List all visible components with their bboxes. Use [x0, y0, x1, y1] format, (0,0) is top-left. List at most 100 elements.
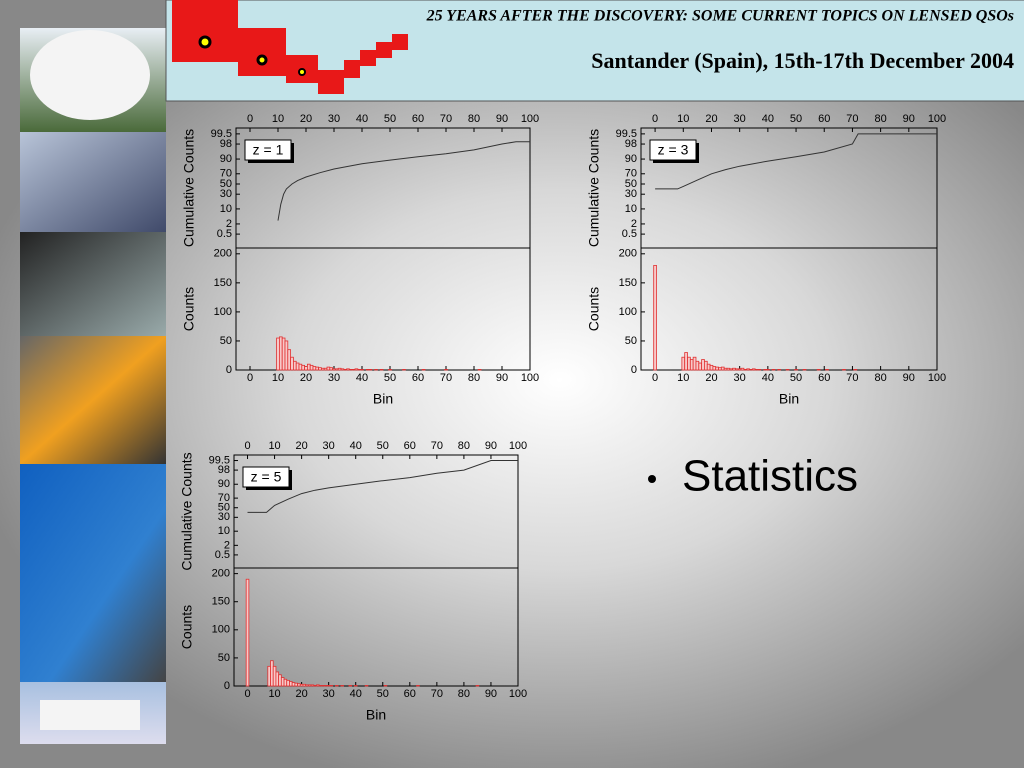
histogram-bar [335, 685, 339, 687]
annotation-box [244, 139, 292, 161]
histogram-bar [326, 685, 331, 687]
x-tick-label: 0 [652, 372, 658, 384]
histogram-bar [751, 368, 756, 371]
histogram-bar [295, 362, 300, 371]
y-tick-label: 98 [218, 464, 230, 476]
histogram-bar [785, 369, 790, 371]
histogram-bar [771, 369, 776, 371]
y-tick-label: 150 [214, 277, 232, 289]
x-tick-label: 60 [412, 372, 424, 384]
histogram-bar [729, 368, 734, 371]
chart-panel: 0 10 20 30 40 50 60 70 80 90 100 0 50 100 150 200 Counts… [181, 247, 539, 407]
histogram-bar [715, 366, 719, 371]
x-tick-label: 80 [458, 688, 470, 700]
annotation: z = 1 [253, 142, 284, 158]
histogram-bar [329, 685, 334, 687]
y-axis-label: Cumulative Counts [586, 129, 602, 247]
histogram-bar [416, 685, 420, 687]
histogram-bar [270, 660, 274, 687]
y-axis-label: Counts [179, 605, 195, 649]
histogram-bar [306, 363, 311, 371]
photo-building [40, 700, 140, 730]
x-tick-label: 0 [244, 688, 250, 700]
histogram-bar [365, 369, 370, 371]
photo [20, 464, 166, 682]
x-tick-label: 50 [377, 688, 389, 700]
histogram-bar [312, 366, 317, 371]
y-tick-label: 70 [218, 492, 230, 504]
x-tick-label: 60 [818, 372, 830, 384]
chart-panel: 0 10 20 30 40 50 60 70 80 90 100 0 50 100 150 200 Counts… [586, 247, 946, 407]
histogram-bar [794, 369, 798, 371]
x-tick-label: 30 [328, 372, 340, 384]
x-tick-label: 70 [440, 113, 452, 125]
histogram-bar [684, 352, 688, 371]
y-tick-label: 150 [619, 277, 637, 289]
x-tick-label: 70 [846, 372, 858, 384]
x-tick-label: 20 [300, 113, 312, 125]
histogram-bar [346, 368, 350, 371]
histogram-bar [340, 368, 345, 371]
histogram-bar [278, 674, 282, 687]
histogram-bar [475, 685, 480, 687]
y-tick-label: 70 [220, 168, 232, 180]
x-tick-label: 80 [874, 372, 886, 384]
y-tick-label: 0 [224, 680, 230, 692]
y-tick-label: 99.5 [211, 128, 232, 140]
y-axis-label: Counts [181, 287, 197, 331]
qso-image [376, 42, 392, 58]
y-axis-label: Counts [586, 287, 602, 331]
histogram-bar [383, 685, 388, 687]
x-tick-label: 10 [677, 372, 689, 384]
x-tick-label: 20 [300, 372, 312, 384]
histogram-bar [281, 337, 286, 371]
x-tick-label: 70 [846, 113, 858, 125]
header: 25 YEARS AFTER THE DISCOVERY: SOME CURRE… [165, 0, 1024, 102]
histogram-bar [749, 369, 753, 371]
qso-image [172, 0, 238, 62]
histogram-bar [802, 369, 807, 371]
x-tick-label: 0 [247, 372, 253, 384]
histogram-bar [681, 356, 686, 371]
y-tick-label: 0 [226, 364, 232, 376]
histogram-bar [757, 369, 762, 371]
qso-image [238, 28, 286, 76]
histogram-bar [746, 368, 750, 371]
annotation-box [649, 139, 697, 161]
y-tick-label: 30 [218, 511, 230, 523]
histogram-bar [280, 677, 285, 687]
histogram-bar [754, 369, 759, 371]
y-tick-label: 30 [625, 188, 637, 200]
histogram-bar [278, 336, 283, 371]
histogram-bar [275, 671, 280, 687]
x-tick-label: 50 [790, 372, 802, 384]
x-tick-label: 30 [328, 113, 340, 125]
histogram-bar [368, 369, 373, 371]
histogram-bar [353, 685, 358, 687]
y-tick-label: 2 [631, 218, 637, 230]
y-tick-label: 50 [220, 335, 232, 347]
histogram-bar [374, 369, 378, 371]
chart-panel: 0 10 20 30 40 50 60 70 80 90 1000.5210305070909899… [586, 113, 946, 249]
x-tick-label: 50 [384, 372, 396, 384]
histogram-bar [477, 369, 482, 371]
y-tick-label: 90 [625, 153, 637, 165]
y-tick-label: 100 [619, 306, 637, 318]
y-tick-label: 98 [220, 138, 232, 150]
histogram-bar [307, 684, 312, 687]
histogram-bar [842, 369, 846, 371]
x-axis-label: Bin [366, 707, 386, 723]
histogram-bar [291, 682, 296, 687]
histogram-bar [718, 367, 722, 371]
histogram-bar [763, 369, 767, 371]
histogram-bar [272, 665, 277, 687]
histogram-bar [357, 369, 361, 371]
y-tick-label: 30 [220, 188, 232, 200]
y-tick-label: 0.5 [622, 228, 637, 240]
x-tick-label: 70 [431, 440, 443, 452]
qso-spot [198, 35, 212, 49]
x-tick-label: 40 [356, 113, 368, 125]
histogram-bar [267, 665, 271, 687]
histogram-bar [310, 684, 315, 687]
x-tick-label: 50 [790, 113, 802, 125]
